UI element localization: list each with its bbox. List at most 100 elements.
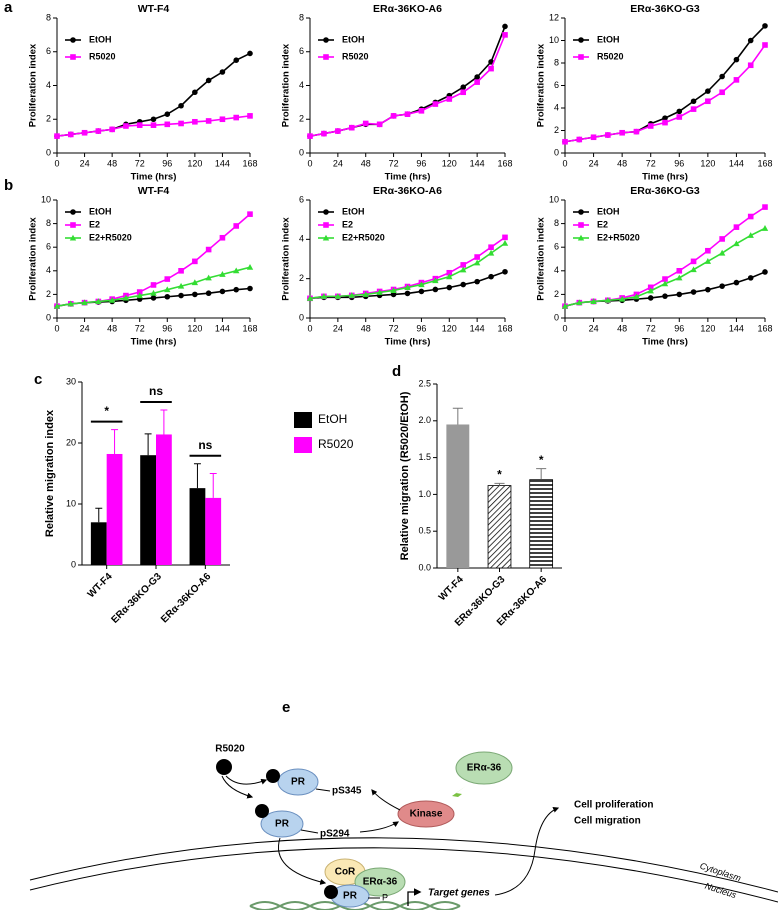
y-tick-label: 4 — [554, 102, 559, 112]
point — [247, 50, 253, 57]
er-alpha-36 — [455, 751, 513, 785]
point — [321, 130, 327, 137]
x-tick-label: 144 — [215, 323, 230, 333]
point — [474, 278, 480, 285]
y-tick-label: 4 — [46, 80, 51, 90]
arrow — [407, 888, 422, 906]
point — [164, 111, 171, 117]
y-tick-label: 4 — [554, 265, 559, 275]
er-label: ERα-36 — [363, 877, 398, 888]
point — [718, 249, 726, 256]
x-tick-label: 144 — [215, 158, 230, 168]
annotation: * — [104, 404, 109, 418]
point — [502, 268, 508, 275]
legend-label: EtOH — [318, 412, 347, 426]
point — [561, 302, 569, 309]
legend-swatch — [294, 412, 312, 428]
legend-label: E2+R5020 — [597, 232, 640, 242]
annotation: * — [497, 468, 502, 482]
x-tick-label: WT-F4 — [437, 574, 466, 603]
point — [323, 54, 329, 60]
y-axis-label: Relative migration (R5020/EtOH) — [399, 391, 411, 560]
point — [247, 211, 253, 217]
point — [733, 77, 740, 83]
pathway-diagram: R5020 PR pS345 PR pS294 Kinase ERα-36 Ce… — [29, 744, 778, 910]
x-tick-label: 24 — [333, 158, 343, 168]
pr — [277, 768, 319, 796]
point — [70, 54, 76, 60]
point — [247, 113, 253, 119]
point — [446, 284, 453, 291]
x-tick-label: 48 — [617, 323, 627, 333]
connector — [300, 829, 319, 834]
point — [432, 101, 439, 107]
point — [150, 289, 157, 296]
point — [690, 258, 697, 265]
point — [576, 136, 583, 143]
x-tick-label: 0 — [562, 323, 567, 333]
point — [178, 292, 184, 299]
point — [633, 293, 640, 300]
x-tick-label: 168 — [757, 323, 772, 333]
point — [474, 254, 480, 260]
point — [109, 126, 115, 133]
point — [578, 37, 584, 43]
compartment-label: Cytoplasm — [699, 861, 743, 884]
point — [647, 123, 654, 129]
point — [362, 120, 369, 127]
point — [676, 274, 683, 281]
x-tick-label: 24 — [80, 323, 90, 333]
legend-label: EtOH — [597, 34, 620, 44]
point — [123, 123, 129, 129]
y-tick-label: 8 — [554, 57, 559, 67]
point — [323, 222, 329, 228]
point — [192, 118, 198, 125]
point — [335, 128, 341, 134]
point — [633, 128, 640, 135]
bar — [156, 434, 172, 565]
point — [192, 291, 198, 298]
point — [502, 23, 508, 30]
legend-label: R5020 — [318, 437, 354, 451]
error-bar — [452, 407, 463, 425]
point — [733, 224, 740, 230]
y-tick-label: 8 — [46, 218, 51, 228]
pr — [260, 810, 304, 838]
point — [733, 56, 740, 63]
error-bar — [95, 507, 103, 523]
pr-label: PR — [343, 891, 358, 902]
point — [676, 114, 683, 120]
x-tick-label: WT-F4 — [86, 571, 115, 600]
point — [590, 134, 597, 141]
x-tick-label: 144 — [470, 158, 485, 168]
point — [460, 84, 467, 90]
point — [578, 222, 584, 228]
panel-label: d — [392, 363, 401, 380]
error-bar — [536, 468, 547, 480]
y-tick-label: 10 — [549, 35, 559, 45]
x-tick-label: 0 — [307, 323, 312, 333]
series-line — [309, 242, 506, 300]
point — [562, 138, 568, 145]
point — [577, 234, 585, 241]
y-tick-label: 0.5 — [418, 526, 431, 536]
point — [705, 98, 711, 105]
error-bar — [160, 409, 168, 435]
x-axis-label: Time (hrs) — [131, 172, 177, 183]
point — [761, 225, 769, 231]
point — [676, 291, 683, 298]
point — [474, 74, 480, 80]
y-tick-label: 6 — [46, 242, 51, 252]
legend-label: R5020 — [89, 51, 116, 61]
point — [719, 283, 725, 289]
point — [418, 108, 425, 114]
point — [446, 96, 453, 102]
point — [647, 295, 654, 301]
compartment-label: Nucleus — [704, 881, 738, 901]
chart-title: ERα-36KO-A6 — [373, 185, 442, 197]
annotation: ns — [198, 438, 212, 452]
legend-label: EtOH — [597, 206, 620, 216]
point — [164, 121, 171, 128]
legend-label: EtOH — [89, 34, 112, 44]
